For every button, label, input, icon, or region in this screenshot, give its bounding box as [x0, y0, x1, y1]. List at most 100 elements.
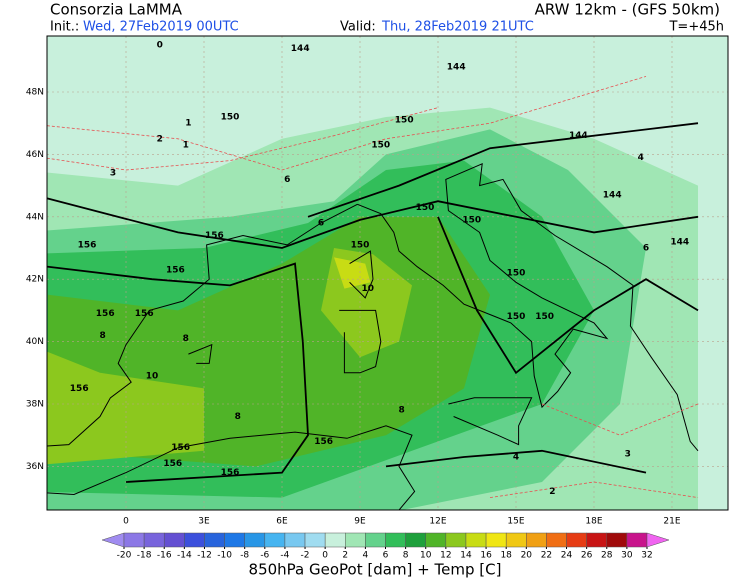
colorbar-label: -8 [240, 551, 249, 561]
contour-label: 144 [291, 44, 310, 54]
field [47, 351, 204, 465]
contour-label: 156 [135, 309, 154, 319]
colorbar-label: -20 [117, 551, 132, 561]
contour-label: 150 [371, 141, 390, 151]
lat-label: 48N [26, 88, 44, 98]
contour-label: 156 [70, 384, 89, 394]
contour-label: 6 [318, 219, 324, 229]
field [334, 257, 371, 289]
colorbar-label: 0 [322, 551, 328, 561]
colorbar-box [606, 532, 628, 548]
valid-label: Valid: [340, 20, 376, 35]
contour-label: 150 [535, 312, 554, 322]
contour-label: 156 [221, 468, 240, 478]
coastline [47, 425, 416, 510]
contour-label: 4 [638, 153, 644, 163]
colorbar-label: -2 [301, 551, 310, 561]
colorbar-label: 20 [521, 551, 533, 561]
colorbar-box [405, 532, 426, 548]
colorbar-box [264, 532, 286, 548]
geopotential-contour [47, 262, 309, 483]
contour-label: 8 [183, 334, 189, 344]
colorbar-box [526, 532, 547, 548]
contour-label: 144 [670, 237, 689, 247]
contour-label: 1 [185, 119, 191, 129]
contour-label: 144 [569, 131, 588, 141]
lead-time: T=+45h [668, 20, 724, 35]
geopotential-contour [437, 216, 699, 375]
geopotential-contour [47, 197, 699, 249]
lat-label: 38N [26, 400, 44, 410]
colorbar-label: -14 [177, 551, 192, 561]
colorbar-label: 6 [383, 551, 389, 561]
lon-label: 6E [276, 517, 288, 527]
temperature-contour [541, 403, 699, 436]
contour-label: 6 [643, 244, 649, 254]
contour-label: 2 [157, 134, 163, 144]
caption: 850hPa GeoPot [dam] + Temp [C] [249, 561, 502, 579]
colorbar-box [465, 532, 487, 548]
coastline [448, 397, 533, 446]
lat-label: 44N [26, 212, 44, 222]
colorbar-box [244, 532, 266, 548]
coastline [339, 309, 382, 374]
colorbar-label: -18 [137, 551, 152, 561]
colorbar-box [445, 532, 467, 548]
contour-label: 156 [78, 240, 97, 250]
colorbar-label: -16 [157, 551, 172, 561]
geopotential-contour [307, 122, 699, 218]
colorbar-box [546, 532, 567, 548]
colorbar-box [163, 532, 185, 548]
colorbar-label: 14 [460, 551, 472, 561]
colorbar-label: 26 [581, 551, 593, 561]
valid-time: Thu, 28Feb2019 21UTC [381, 20, 534, 35]
title: Consorzia LaMMA [50, 1, 183, 19]
colorbar-label: 2 [342, 551, 348, 561]
colorbar-box [324, 532, 346, 548]
colorbar-box [485, 532, 507, 548]
contour-label: 156 [205, 231, 224, 241]
contour-label: 150 [462, 215, 481, 225]
coastline [47, 203, 358, 447]
colorbar-label: 16 [480, 551, 492, 561]
colorbar-label: 22 [541, 551, 552, 561]
colorbar-label: 28 [601, 551, 613, 561]
lat-label: 46N [26, 150, 44, 160]
colorbar-box [204, 532, 225, 548]
lon-label: 3E [198, 517, 210, 527]
contour-label: 156 [166, 265, 185, 275]
colorbar-label: 12 [440, 551, 451, 561]
geopotential-contour [385, 449, 647, 474]
colorbar-label: 4 [363, 551, 369, 561]
colorbar-end [646, 532, 670, 548]
colorbar-box [425, 532, 447, 548]
contour-label: 156 [96, 309, 115, 319]
colorbar-box [365, 532, 386, 548]
contour-label: 4 [513, 453, 519, 463]
lon-label: 9E [354, 517, 366, 527]
init-label: Init.: [50, 20, 79, 35]
colorbar-label: -12 [197, 551, 212, 561]
colorbar-label: 30 [621, 551, 633, 561]
colorbar-box [184, 532, 205, 548]
coastline [188, 343, 213, 364]
temperature-contour [489, 481, 699, 498]
lon-label: 21E [663, 517, 680, 527]
lon-label: 12E [429, 517, 446, 527]
lon-label: 18E [585, 517, 602, 527]
lat-label: 40N [26, 337, 44, 347]
contour-label: 156 [163, 459, 182, 469]
coastline [349, 250, 374, 299]
colorbar-label: 10 [420, 551, 432, 561]
map-frame [46, 35, 729, 511]
contour-label: 6 [284, 175, 290, 185]
contour-label: 150 [507, 268, 526, 278]
contour-label: 150 [416, 203, 435, 213]
contour-label: 150 [351, 240, 370, 250]
lat-label: 42N [26, 275, 44, 285]
colorbar-end [101, 532, 125, 548]
lon-label: 0 [123, 517, 129, 527]
colorbar-box [626, 532, 648, 548]
